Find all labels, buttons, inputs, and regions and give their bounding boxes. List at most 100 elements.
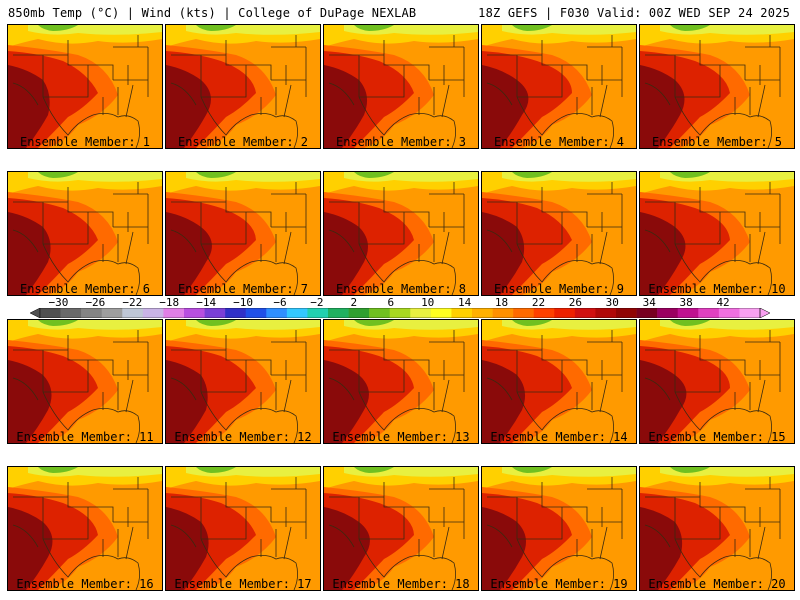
model-run-info: 18Z GEFS | F030 Valid: 00Z WED SEP 24 20…: [478, 6, 790, 20]
temperature-field-map: [324, 172, 478, 295]
colorbar-segment: [472, 308, 493, 318]
ensemble-member-label: Ensemble Member: 19: [490, 577, 628, 591]
colorbar-segment: [595, 308, 617, 318]
ensemble-member-label: Ensemble Member: 10: [648, 282, 786, 296]
ensemble-map-panel: [323, 466, 479, 591]
ensemble-map-panel: [639, 319, 795, 444]
colorbar-tick-label: 22: [531, 296, 546, 309]
colorbar-tick-label: −14: [196, 296, 217, 309]
ensemble-member-label: Ensemble Member: 4: [493, 135, 625, 149]
temperature-field-map: [166, 172, 320, 295]
ensemble-member-label: Ensemble Member: 2: [177, 135, 309, 149]
ensemble-map-panel: [323, 24, 479, 149]
temperature-field-map: [166, 467, 320, 590]
ensemble-map-panel: [7, 171, 163, 296]
colorbar-segment: [204, 308, 226, 318]
colorbar-segment: [410, 308, 432, 318]
ensemble-member-label: Ensemble Member: 8: [335, 282, 467, 296]
colorbar-segment: [369, 308, 391, 318]
ensemble-map-panel: [165, 319, 321, 444]
temperature-field-map: [324, 320, 478, 443]
colorbar-tick-label: 18: [494, 296, 509, 309]
colorbar-segment: [245, 308, 267, 318]
colorbar-segment: [184, 308, 205, 318]
ensemble-member-label: Ensemble Member: 3: [335, 135, 467, 149]
temperature-field-map: [482, 467, 636, 590]
ensemble-map-panel: [639, 466, 795, 591]
colorbar-segment: [451, 308, 473, 318]
temperature-field-map: [640, 320, 794, 443]
colorbar-tick-label: 38: [679, 296, 693, 309]
ensemble-map-panel: [7, 24, 163, 149]
colorbar-segment: [677, 308, 699, 318]
colorbar-segment: [142, 308, 164, 318]
ensemble-member-label: Ensemble Member: 5: [651, 135, 783, 149]
ensemble-member-label: Ensemble Member: 20: [648, 577, 786, 591]
temperature-field-map: [640, 172, 794, 295]
colorbar-segment: [307, 308, 329, 318]
colorbar-tick-label: 14: [457, 296, 472, 309]
colorbar-segment: [554, 308, 576, 318]
colorbar-max-arrow: [759, 308, 770, 318]
temperature-field-map: [482, 25, 636, 148]
colorbar-segment: [718, 308, 740, 318]
colorbar-segment: [60, 308, 82, 318]
ensemble-map-panel: [481, 319, 637, 444]
colorbar-segment: [492, 308, 514, 318]
colorbar-tick-label: −30: [48, 296, 69, 309]
colorbar-segment: [225, 308, 247, 318]
colorbar-tick-label: 2: [350, 296, 358, 309]
ensemble-map-panel: [7, 466, 163, 591]
colorbar-segment: [266, 308, 288, 318]
colorbar-tick-label: 34: [642, 296, 656, 309]
temperature-colorbar: [30, 308, 770, 318]
ensemble-map-panel: [7, 319, 163, 444]
temperature-field-map: [482, 172, 636, 295]
colorbar-segment: [101, 308, 123, 318]
colorbar-segment: [348, 308, 370, 318]
temperature-field-map: [482, 320, 636, 443]
colorbar-tick-label: −22: [122, 296, 143, 309]
ensemble-map-panel: [165, 466, 321, 591]
colorbar-tick-label: −10: [233, 296, 253, 309]
colorbar-segment: [574, 308, 596, 318]
ensemble-member-label: Ensemble Member: 1: [19, 135, 151, 149]
ensemble-member-label: Ensemble Member: 9: [493, 282, 625, 296]
ensemble-map-panel: [639, 24, 795, 149]
ensemble-member-label: Ensemble Member: 16: [16, 577, 154, 591]
temperature-field-map: [8, 467, 162, 590]
temperature-field-map: [8, 320, 162, 443]
colorbar-segment: [616, 308, 637, 318]
colorbar-tick-label: −2: [310, 296, 324, 309]
temperature-field-map: [8, 25, 162, 148]
colorbar-segment: [430, 308, 452, 318]
temperature-field-map: [166, 320, 320, 443]
colorbar-segment: [286, 308, 308, 318]
colorbar-min-arrow: [30, 308, 41, 318]
ensemble-map-panel: [323, 171, 479, 296]
ensemble-member-label: Ensemble Member: 17: [174, 577, 312, 591]
ensemble-map-panel: [481, 171, 637, 296]
ensemble-member-label: Ensemble Member: 12: [174, 430, 312, 444]
colorbar-tick-label: 6: [387, 296, 395, 309]
colorbar-segment: [533, 308, 555, 318]
ensemble-map-panel: [481, 24, 637, 149]
ensemble-member-label: Ensemble Member: 6: [19, 282, 151, 296]
colorbar-segment: [698, 308, 720, 318]
ensemble-member-label: Ensemble Member: 13: [332, 430, 470, 444]
ensemble-member-label: Ensemble Member: 14: [490, 430, 628, 444]
colorbar-segment: [40, 308, 61, 318]
ensemble-map-panel: [165, 24, 321, 149]
colorbar-segment: [636, 308, 658, 318]
colorbar-tick-label: 42: [716, 296, 730, 309]
colorbar-segment: [657, 308, 679, 318]
ensemble-member-label: Ensemble Member: 18: [332, 577, 470, 591]
colorbar-tick-label: 26: [568, 296, 582, 309]
ensemble-map-panel: [481, 466, 637, 591]
colorbar-tick-label: 10: [421, 296, 435, 309]
ensemble-map-panel: [323, 319, 479, 444]
temperature-field-map: [640, 467, 794, 590]
colorbar-segment: [389, 308, 411, 318]
colorbar-tick-label: −26: [85, 296, 106, 309]
colorbar-segment: [163, 308, 185, 318]
